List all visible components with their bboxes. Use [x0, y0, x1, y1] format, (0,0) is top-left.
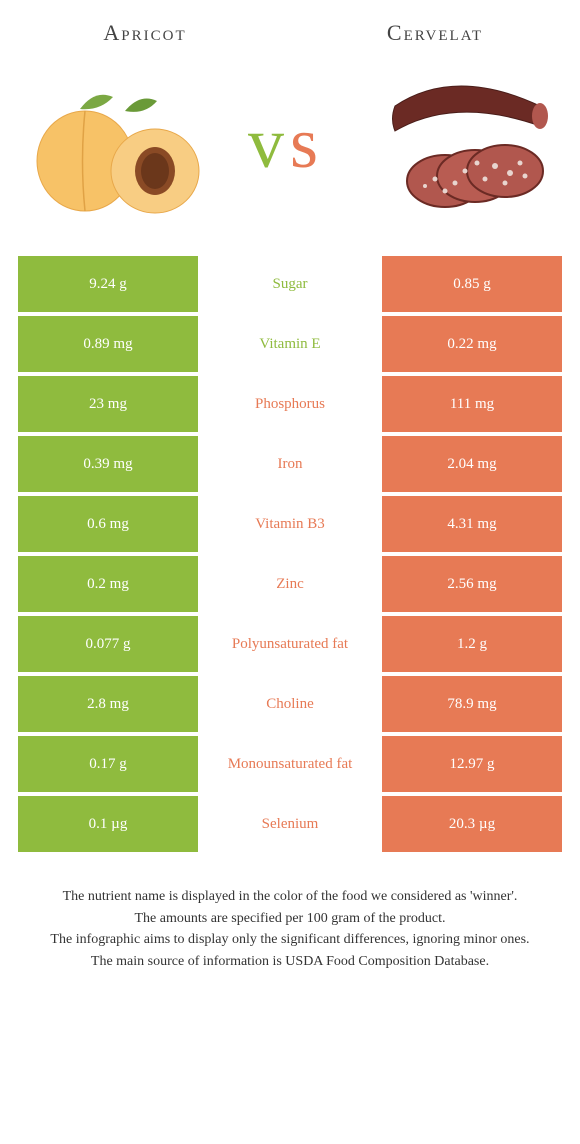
- value-left: 9.24 g: [18, 256, 198, 312]
- table-row: 0.077 gPolyunsaturated fat1.2 g: [18, 616, 562, 672]
- value-left: 0.17 g: [18, 736, 198, 792]
- hero-row: v s: [0, 56, 580, 256]
- food-title-right: Cervelat: [290, 20, 580, 46]
- nutrient-label: Zinc: [198, 556, 382, 612]
- table-row: 0.2 mgZinc2.56 mg: [18, 556, 562, 612]
- nutrient-label: Iron: [198, 436, 382, 492]
- header: Apricot Cervelat: [0, 0, 580, 56]
- table-row: 2.8 mgCholine78.9 mg: [18, 676, 562, 732]
- value-left: 0.6 mg: [18, 496, 198, 552]
- footer-line: The amounts are specified per 100 gram o…: [30, 908, 550, 930]
- cervelat-image: [360, 71, 560, 221]
- value-right: 111 mg: [382, 376, 562, 432]
- value-right: 2.56 mg: [382, 556, 562, 612]
- value-left: 0.077 g: [18, 616, 198, 672]
- food-title-left: Apricot: [0, 20, 290, 46]
- table-row: 0.39 mgIron2.04 mg: [18, 436, 562, 492]
- nutrient-label: Polyunsaturated fat: [198, 616, 382, 672]
- nutrient-label: Choline: [198, 676, 382, 732]
- table-row: 0.1 µgSelenium20.3 µg: [18, 796, 562, 852]
- value-right: 0.85 g: [382, 256, 562, 312]
- footer-line: The infographic aims to display only the…: [30, 929, 550, 951]
- vs-label: v s: [230, 99, 350, 194]
- table-row: 23 mgPhosphorus111 mg: [18, 376, 562, 432]
- table-row: 9.24 gSugar0.85 g: [18, 256, 562, 312]
- value-left: 2.8 mg: [18, 676, 198, 732]
- svg-text:v: v: [248, 103, 284, 183]
- value-right: 20.3 µg: [382, 796, 562, 852]
- footer-line: The main source of information is USDA F…: [30, 951, 550, 973]
- nutrient-label: Monounsaturated fat: [198, 736, 382, 792]
- value-right: 4.31 mg: [382, 496, 562, 552]
- nutrient-label: Phosphorus: [198, 376, 382, 432]
- apricot-image: [20, 71, 220, 221]
- svg-text:s: s: [290, 103, 318, 183]
- nutrient-label: Sugar: [198, 256, 382, 312]
- footer-notes: The nutrient name is displayed in the co…: [0, 856, 580, 973]
- nutrient-label: Vitamin E: [198, 316, 382, 372]
- table-row: 0.17 gMonounsaturated fat12.97 g: [18, 736, 562, 792]
- value-right: 1.2 g: [382, 616, 562, 672]
- value-right: 0.22 mg: [382, 316, 562, 372]
- footer-line: The nutrient name is displayed in the co…: [30, 886, 550, 908]
- value-left: 0.1 µg: [18, 796, 198, 852]
- value-left: 0.89 mg: [18, 316, 198, 372]
- value-left: 0.39 mg: [18, 436, 198, 492]
- nutrient-label: Selenium: [198, 796, 382, 852]
- value-right: 78.9 mg: [382, 676, 562, 732]
- table-row: 0.89 mgVitamin E0.22 mg: [18, 316, 562, 372]
- comparison-table: 9.24 gSugar0.85 g0.89 mgVitamin E0.22 mg…: [0, 256, 580, 852]
- table-row: 0.6 mgVitamin B34.31 mg: [18, 496, 562, 552]
- value-left: 0.2 mg: [18, 556, 198, 612]
- value-right: 2.04 mg: [382, 436, 562, 492]
- value-left: 23 mg: [18, 376, 198, 432]
- value-right: 12.97 g: [382, 736, 562, 792]
- nutrient-label: Vitamin B3: [198, 496, 382, 552]
